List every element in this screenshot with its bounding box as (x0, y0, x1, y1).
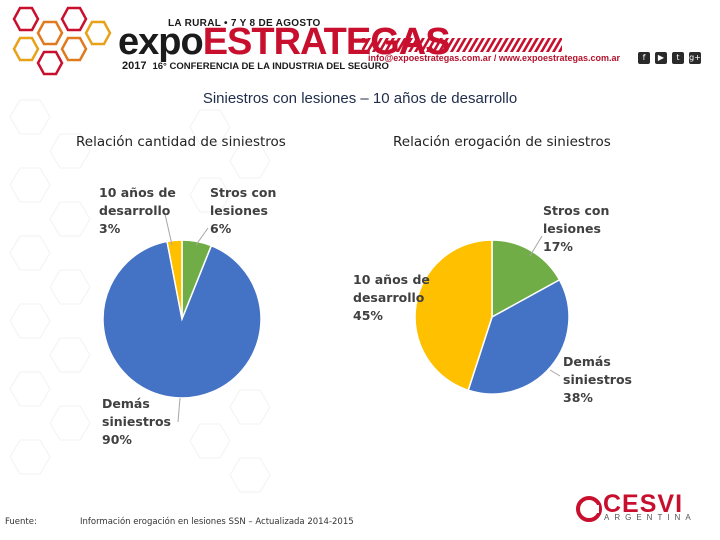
cesvi-logo-name: CESVI (603, 490, 684, 518)
leader-line-1-0 (529, 235, 543, 257)
cesvi-logo-icon (576, 496, 602, 522)
data-label-1-0: Stros con lesiones 17% (543, 203, 609, 254)
data-label-1-1: Demás siniestros 38% (563, 354, 632, 405)
source-label: Fuente: (5, 517, 37, 527)
pie-slice-1-1 (467, 278, 570, 395)
chart-title-expense: Relación erogación de siniestros (393, 134, 611, 150)
data-label-1-2: 10 años de desarrollo 45% (353, 272, 430, 323)
contact-info[interactable]: info@expoestrategas.com.ar / www.expoest… (368, 53, 621, 63)
pie-slice-0-2 (166, 239, 183, 320)
data-label-line: 3% (99, 221, 121, 236)
twitter-icon[interactable]: t (672, 52, 684, 64)
data-label-line: Demás (102, 396, 150, 411)
data-label-0-2: 10 años de desarrollo 3% (99, 185, 176, 236)
pie-slice-0-1 (102, 240, 262, 399)
data-label-line: 6% (210, 221, 232, 236)
pie-chart-expense: Stros con lesiones 17% Demás siniestros 38% 10… (353, 203, 632, 405)
decorative-stripe-icon (362, 38, 562, 52)
data-label-line: siniestros (563, 372, 632, 387)
hexagon-pattern-icon (12, 6, 112, 76)
hexagon-background-icon (9, 99, 271, 493)
chart-title-quantity: Relación cantidad de siniestros (76, 134, 286, 150)
pie-slice-1-0 (491, 239, 561, 319)
data-label-line: desarrollo (99, 203, 171, 218)
leader-line-0-2 (164, 213, 173, 246)
cesvi-logo-sub: ARGENTINA (604, 513, 696, 522)
leader-line-1-1 (549, 369, 561, 377)
slide-title: Siniestros con lesiones – 10 años de des… (202, 90, 518, 107)
conference-name: 16° CONFERENCIA DE LA INDUSTRIA DEL SEGU… (152, 61, 389, 72)
event-date-line: LA RURAL • 7 Y 8 DE AGOSTO (168, 18, 321, 29)
social-icons: f ▶ t g+ (638, 52, 701, 64)
conference-year: 2017 (122, 60, 147, 72)
data-label-0-1: Demás siniestros 90% (102, 396, 171, 447)
data-label-line: Stros con (543, 203, 609, 218)
brand-logo-text: expoESTRATEGAS (118, 21, 451, 63)
data-label-line: lesiones (210, 203, 268, 218)
data-label-line: 90% (102, 432, 132, 447)
data-label-line: 45% (353, 308, 383, 323)
data-label-line: 10 años de (353, 272, 430, 287)
data-label-line: Stros con (210, 185, 276, 200)
conference-line: 2017 16° CONFERENCIA DE LA INDUSTRIA DEL … (122, 60, 389, 72)
youtube-icon[interactable]: ▶ (655, 52, 667, 64)
data-label-line: lesiones (543, 221, 601, 236)
data-label-line: desarrollo (353, 290, 425, 305)
header-banner: LA RURAL • 7 Y 8 DE AGOSTO expoESTRATEGA… (0, 0, 720, 86)
pie-slice-1-2 (414, 239, 493, 392)
data-label-line: siniestros (102, 414, 171, 429)
data-label-line: 38% (563, 390, 593, 405)
leader-line-0-0 (195, 227, 209, 246)
facebook-icon[interactable]: f (638, 52, 650, 64)
google-plus-icon[interactable]: g+ (689, 52, 701, 64)
data-label-line: Demás (563, 354, 611, 369)
pie-chart-quantity: Stros con lesiones 6% Demás siniestros 90% 10 … (99, 185, 276, 447)
data-label-line: 10 años de (99, 185, 176, 200)
data-label-0-0: Stros con lesiones 6% (210, 185, 276, 236)
data-label-line: 17% (543, 239, 573, 254)
leader-line-0-1 (177, 397, 181, 423)
brand-expo: expo (118, 21, 204, 63)
source-text: Información erogación en lesiones SSN – … (80, 517, 354, 527)
